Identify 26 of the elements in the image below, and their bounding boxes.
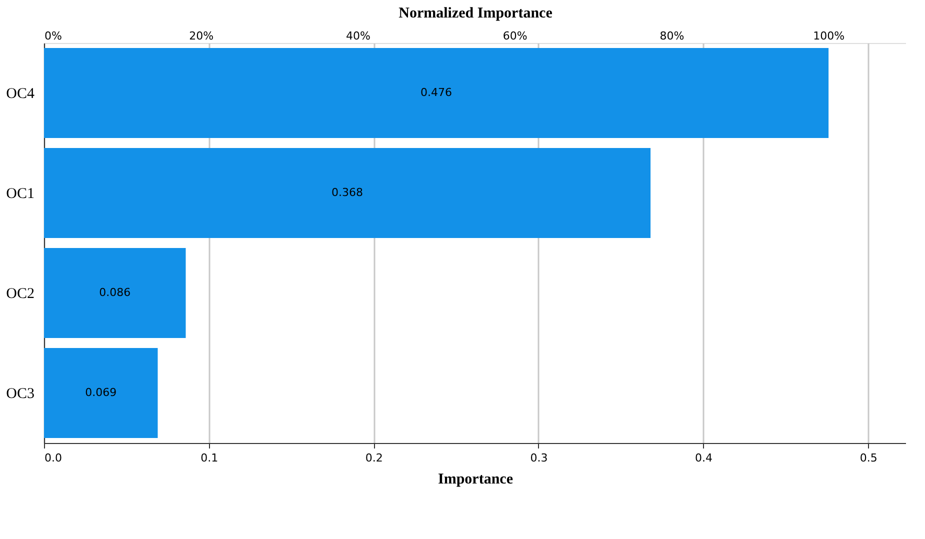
- data-label: 0.086: [99, 286, 131, 299]
- y-tick-label: OC1: [6, 186, 34, 202]
- x2-tick-label: 20%: [189, 30, 214, 42]
- x-tick-label: 0.1: [200, 452, 218, 464]
- x2-tick-label: 40%: [346, 30, 370, 42]
- x-axis-title: Importance: [438, 472, 514, 488]
- x-tick-label: 0.2: [365, 452, 383, 464]
- bar: [44, 348, 158, 438]
- y-tick-label: OC2: [6, 286, 34, 302]
- x-tick-label: 0.4: [695, 452, 713, 464]
- bar: [44, 48, 829, 138]
- x2-tick-label: 100%: [813, 30, 845, 42]
- x2-tick-label: 80%: [660, 30, 684, 42]
- data-label: 0.368: [332, 186, 364, 199]
- bar: [44, 248, 186, 338]
- y-tick-label: OC3: [6, 386, 34, 402]
- bar: [44, 148, 651, 238]
- x2-tick-label: 60%: [502, 30, 528, 42]
- x2-tick-label: 0%: [44, 30, 62, 42]
- x-tick-label: 0.0: [44, 452, 62, 464]
- x-tick-label: 0.5: [860, 452, 878, 464]
- y-tick-label: OC4: [6, 86, 35, 102]
- x2-axis-title: Normalized Importance: [398, 6, 553, 22]
- data-label: 0.069: [85, 386, 117, 399]
- x-tick-label: 0.3: [530, 452, 548, 464]
- data-label: 0.476: [420, 86, 452, 99]
